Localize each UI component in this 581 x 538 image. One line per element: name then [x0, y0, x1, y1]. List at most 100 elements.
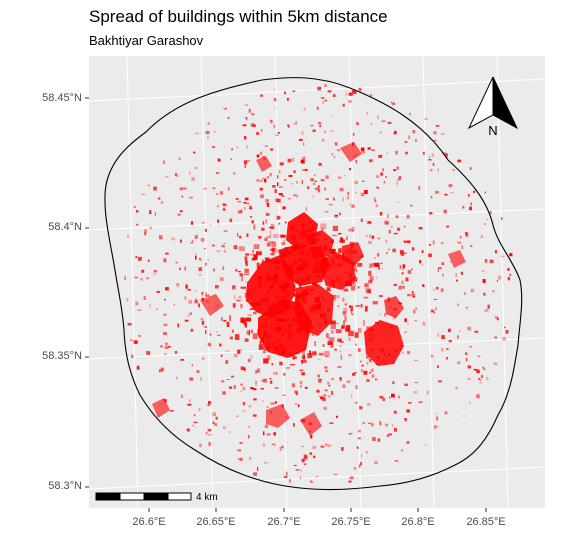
building-footprint — [232, 285, 236, 290]
building-footprint — [318, 122, 322, 125]
building-footprint — [248, 405, 252, 408]
building-footprint — [336, 415, 338, 418]
building-footprint — [424, 444, 427, 446]
building-footprint — [259, 151, 263, 155]
building-footprint — [340, 447, 344, 451]
building-footprint — [355, 191, 357, 194]
building-footprint — [310, 325, 314, 329]
building-footprint — [281, 298, 288, 302]
building-footprint — [352, 250, 357, 254]
building-footprint — [298, 325, 302, 331]
building-footprint — [446, 348, 449, 350]
building-footprint — [282, 394, 286, 396]
building-footprint — [480, 375, 484, 378]
building-footprint — [263, 346, 270, 351]
building-footprint — [496, 280, 498, 282]
building-footprint — [345, 325, 351, 331]
building-footprint — [402, 352, 404, 354]
building-footprint — [246, 330, 251, 335]
building-footprint — [326, 265, 332, 269]
building-footprint — [457, 160, 462, 163]
building-footprint — [307, 186, 309, 190]
building-footprint — [182, 187, 187, 190]
building-footprint — [430, 354, 434, 358]
building-footprint — [467, 326, 472, 331]
building-footprint — [249, 456, 252, 460]
building-footprint — [325, 369, 329, 373]
building-footprint — [465, 232, 467, 236]
building-footprint — [324, 84, 327, 87]
building-footprint — [370, 348, 374, 351]
building-footprint — [275, 134, 279, 136]
building-footprint — [470, 202, 472, 206]
building-footprint — [357, 286, 359, 289]
building-footprint — [386, 152, 388, 155]
building-footprint — [216, 172, 220, 174]
building-footprint — [401, 272, 404, 275]
building-footprint — [325, 355, 328, 358]
building-footprint — [235, 268, 238, 272]
building-footprint — [242, 386, 246, 391]
building-footprint — [184, 266, 186, 271]
building-cluster-north-1 — [256, 156, 272, 172]
building-footprint — [221, 380, 225, 383]
building-footprint — [360, 462, 362, 466]
building-footprint — [290, 344, 297, 348]
building-footprint — [243, 367, 246, 371]
building-footprint — [318, 275, 321, 280]
building-footprint — [320, 179, 325, 182]
building-footprint — [318, 162, 322, 166]
building-footprint — [309, 289, 315, 291]
building-footprint — [377, 253, 380, 257]
building-footprint — [367, 403, 371, 406]
building-footprint — [237, 449, 242, 452]
building-footprint — [283, 476, 288, 478]
building-footprint — [301, 229, 308, 235]
building-footprint — [295, 302, 300, 306]
building-footprint — [301, 355, 306, 359]
building-footprint — [358, 87, 362, 91]
building-footprint — [350, 305, 354, 311]
building-footprint — [339, 280, 343, 287]
building-footprint — [248, 290, 252, 293]
building-footprint — [336, 149, 340, 152]
building-footprint — [364, 190, 368, 194]
building-footprint — [299, 369, 304, 372]
building-footprint — [351, 90, 354, 93]
building-footprint — [245, 317, 251, 320]
building-footprint — [318, 378, 323, 381]
building-footprint — [156, 291, 160, 293]
building-footprint — [407, 240, 411, 244]
building-footprint — [180, 394, 184, 399]
building-footprint — [283, 346, 287, 353]
building-footprint — [176, 283, 180, 287]
building-footprint — [379, 212, 381, 214]
building-footprint — [244, 268, 249, 273]
building-footprint — [366, 235, 368, 237]
building-footprint — [483, 368, 486, 370]
building-footprint — [341, 324, 344, 328]
building-footprint — [432, 240, 435, 245]
building-footprint — [284, 282, 289, 289]
building-footprint — [214, 130, 216, 133]
building-footprint — [134, 276, 139, 279]
building-footprint — [507, 277, 511, 281]
building-footprint — [448, 339, 452, 343]
building-footprint — [191, 177, 195, 181]
building-footprint — [331, 390, 334, 395]
building-footprint — [135, 256, 138, 258]
building-footprint — [440, 288, 444, 292]
building-footprint — [437, 168, 439, 172]
building-footprint — [146, 277, 149, 280]
building-footprint — [366, 361, 369, 365]
building-footprint — [301, 348, 306, 354]
building-footprint — [339, 377, 342, 381]
building-footprint — [240, 390, 242, 393]
building-footprint — [311, 233, 314, 239]
building-footprint — [484, 259, 488, 263]
building-footprint — [240, 303, 243, 309]
building-footprint — [314, 257, 321, 259]
building-footprint — [360, 255, 364, 258]
building-footprint — [395, 215, 399, 219]
building-footprint — [295, 293, 299, 298]
